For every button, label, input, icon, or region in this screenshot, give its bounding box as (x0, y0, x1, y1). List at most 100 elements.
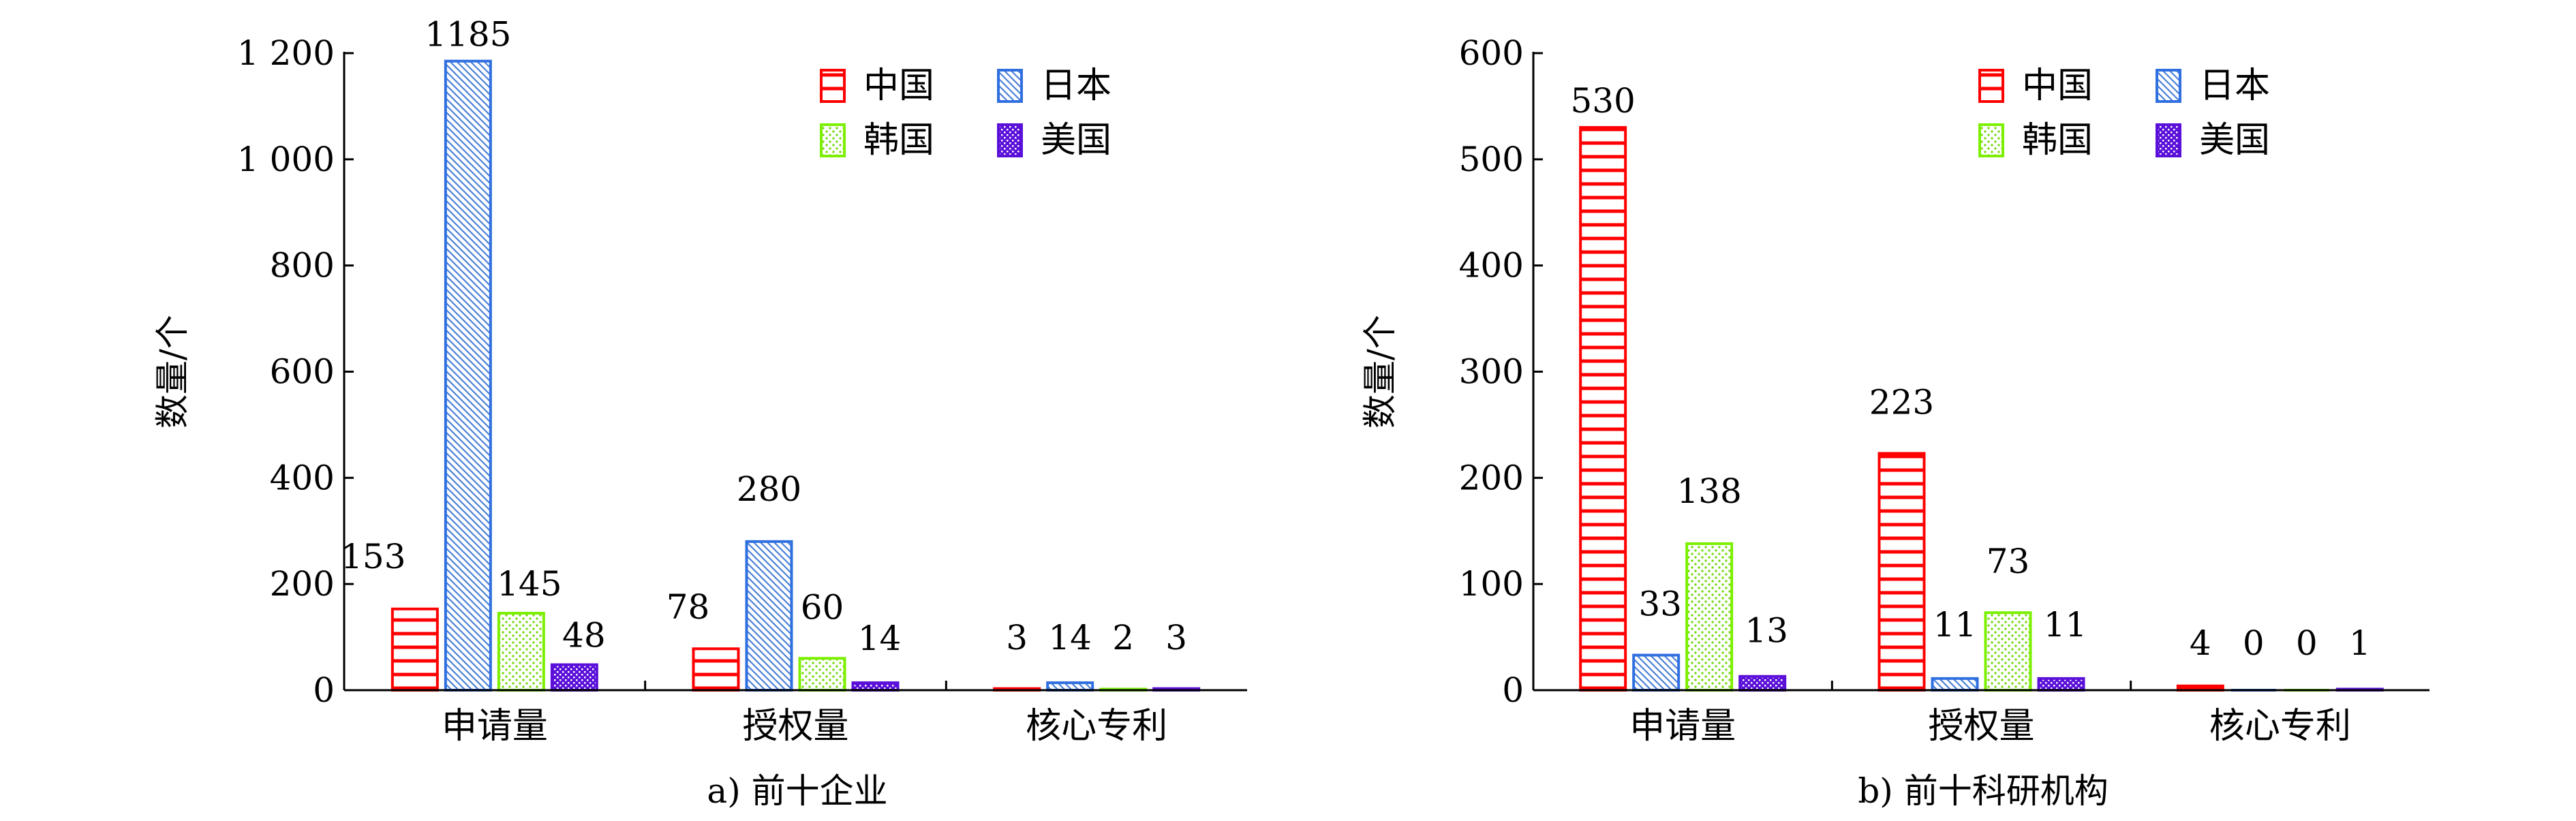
data-label: 1 (2349, 623, 2371, 663)
bar (1685, 542, 1734, 692)
bars-group (390, 59, 1201, 692)
legend-item: 美国 (2156, 120, 2270, 161)
legend-swatch (1978, 123, 2004, 157)
y-tick-label: 200 (1459, 458, 1524, 497)
data-label: 138 (1676, 471, 1741, 511)
legend-swatch (997, 123, 1023, 157)
data-label: 1185 (425, 15, 511, 55)
legend-label: 韩国 (2022, 120, 2093, 161)
legend-item: 美国 (997, 120, 1111, 161)
bar (550, 663, 598, 692)
data-label: 11 (2044, 605, 2087, 645)
x-tick-label: 核心专利 (2209, 706, 2351, 747)
bar (390, 607, 439, 692)
bar (1046, 681, 1094, 692)
axes: 0 200 400 600 800 1 000 1 200 申请量 授权量 核心专利 (237, 33, 1247, 747)
data-label: 4 (2190, 623, 2211, 663)
y-tick-label: 1 200 (237, 33, 335, 73)
data-label: 33 (1638, 585, 1682, 624)
data-label: 145 (497, 564, 562, 604)
bar (745, 540, 793, 692)
y-tick-label: 1 000 (237, 140, 335, 179)
data-label: 78 (666, 587, 710, 627)
legend-label: 中国 (863, 65, 934, 106)
data-label: 13 (1745, 611, 1788, 651)
bar (798, 657, 846, 692)
legend-item: 中国 (820, 65, 934, 106)
y-axis-label: 数量/个 (1360, 315, 1400, 429)
bar (1931, 677, 1979, 692)
data-label: 153 (341, 537, 405, 576)
legend-label: 美国 (1041, 120, 1111, 161)
data-label: 3 (1006, 618, 1028, 657)
data-label: 280 (737, 469, 801, 509)
data-label: 0 (2296, 623, 2318, 663)
x-tick-label: 申请量 (1629, 706, 1736, 747)
legend-item: 日本 (997, 65, 1111, 106)
y-tick-label: 400 (1459, 246, 1524, 285)
x-tick-label: 授权量 (1928, 706, 2034, 747)
data-label: 60 (801, 587, 844, 627)
y-tick-label: 0 (313, 670, 335, 710)
y-tick-label: 400 (270, 458, 335, 497)
legend-label: 日本 (2199, 65, 2270, 106)
bar (1877, 452, 1926, 692)
data-label: 530 (1570, 81, 1635, 121)
data-label: 11 (1933, 605, 1977, 645)
bar (2037, 677, 2085, 692)
legend-swatch (1978, 69, 2004, 103)
data-label: 14 (1048, 618, 1092, 657)
legend-label: 日本 (1041, 65, 1111, 106)
legend-swatch (997, 69, 1023, 103)
data-label: 2 (1112, 618, 1134, 657)
data-label: 48 (562, 616, 606, 655)
legend-label: 中国 (2022, 65, 2093, 106)
legend-label: 韩国 (863, 120, 934, 161)
legend-item: 日本 (2156, 65, 2270, 106)
legend-item: 韩国 (820, 120, 934, 161)
legend-swatch (2156, 123, 2181, 157)
bars-group (1579, 126, 2384, 692)
data-label: 223 (1869, 382, 1934, 422)
x-tick-label: 核心专利 (1026, 706, 1167, 747)
data-label: 14 (858, 619, 902, 658)
x-tick-label: 授权量 (742, 706, 848, 747)
x-tick-label: 申请量 (442, 706, 548, 747)
y-tick-label: 600 (270, 352, 335, 392)
y-tick-label: 500 (1459, 140, 1524, 179)
legend-swatch (820, 123, 846, 157)
legend-label: 美国 (2199, 120, 2270, 161)
bar (497, 612, 545, 692)
y-tick-label: 0 (1502, 670, 1524, 710)
bar (692, 647, 740, 692)
bar (1632, 653, 1681, 692)
y-tick-label: 800 (270, 246, 335, 285)
data-label: 3 (1165, 618, 1187, 657)
data-label: 73 (1987, 542, 2030, 581)
bar (444, 59, 492, 692)
y-tick-label: 300 (1459, 352, 1524, 392)
chart-caption: b) 前十科研机构 (1858, 771, 2108, 811)
bar (1738, 675, 1787, 692)
legend-swatch (2156, 69, 2181, 103)
bar (851, 681, 900, 692)
data-label: 0 (2243, 623, 2265, 663)
y-tick-label: 600 (1459, 33, 1524, 73)
chart-caption: a) 前十企业 (707, 771, 887, 811)
bar (1984, 611, 2032, 692)
y-tick-label: 100 (1459, 564, 1524, 604)
y-tick-label: 200 (270, 564, 335, 604)
legend-swatch (820, 69, 846, 103)
legend-item: 中国 (1978, 65, 2093, 106)
y-axis-label: 数量/个 (153, 315, 192, 429)
legend-item: 韩国 (1978, 120, 2093, 161)
bar (1579, 126, 1627, 692)
